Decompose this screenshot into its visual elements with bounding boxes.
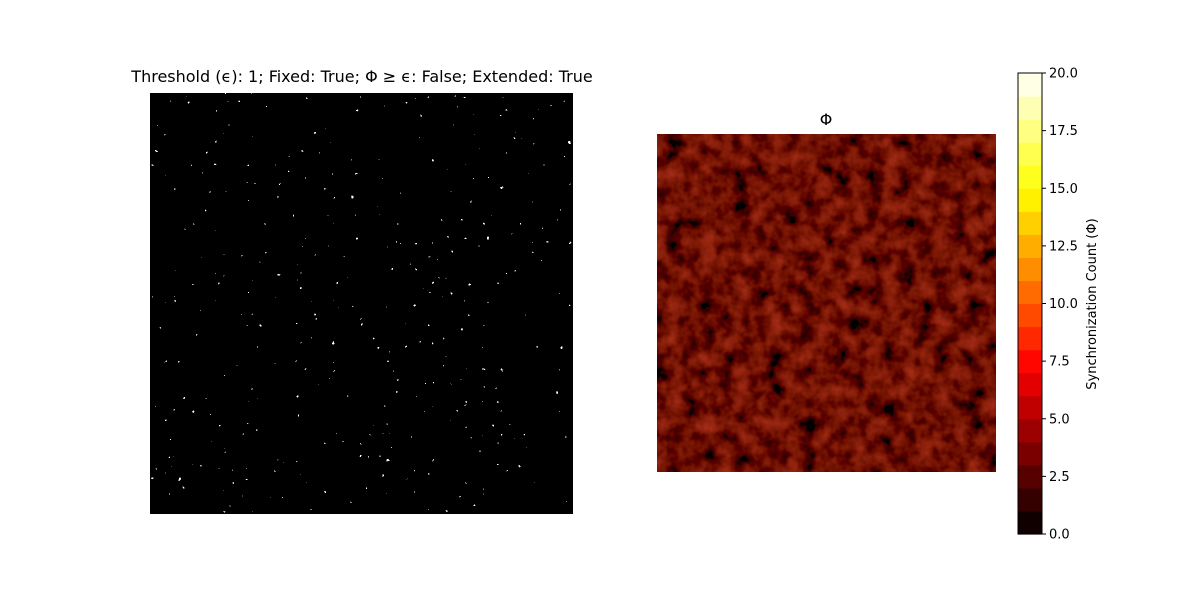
colorbar-level — [1018, 257, 1042, 282]
colorbar-level — [1018, 188, 1042, 212]
colorbar-tick-label: 17.5 — [1049, 124, 1078, 139]
colorbar-level — [1018, 487, 1042, 512]
colorbar-level — [1018, 234, 1042, 258]
phi-heatmap-cells — [657, 134, 996, 472]
colorbar-tick-label: 15.0 — [1049, 182, 1078, 197]
binary-heatmap — [150, 93, 573, 514]
colorbar-level — [1018, 119, 1042, 143]
colorbar-level — [1018, 326, 1042, 351]
colorbar-level — [1018, 395, 1042, 420]
colorbar-level — [1018, 510, 1042, 535]
colorbar-level — [1018, 464, 1042, 489]
colorbar-level — [1018, 96, 1042, 120]
binary-heatmap-cells — [150, 93, 573, 514]
colorbar-tick-label: 0.0 — [1049, 528, 1070, 543]
colorbar — [1017, 72, 1043, 535]
colorbar-level — [1018, 142, 1042, 166]
colorbar-level — [1018, 73, 1042, 97]
colorbar-level — [1018, 303, 1042, 328]
colorbar-tick-label: 20.0 — [1049, 67, 1078, 82]
colorbar-level — [1018, 372, 1042, 397]
colorbar-level — [1018, 349, 1042, 374]
phi-heatmap — [657, 134, 996, 472]
chart-title-threshold: Threshold (ϵ): 1; Fixed: True; Φ ≥ ϵ: Fa… — [130, 67, 592, 86]
colorbar-ticks: 0.0 2.5 5.0 7.5 10.0 12.5 15.0 17.5 20.0 — [1042, 67, 1078, 543]
colorbar-tick-label: 7.5 — [1049, 355, 1070, 370]
colorbar-tick-label: 2.5 — [1049, 470, 1070, 485]
colorbar-label: Synchronization Count (Φ) — [1085, 218, 1100, 389]
colorbar-level — [1018, 211, 1042, 235]
colorbar-tick-label: 10.0 — [1049, 297, 1078, 312]
colorbar-level — [1018, 418, 1042, 443]
colorbar-tick-label: 12.5 — [1049, 239, 1078, 254]
colorbar-level — [1018, 165, 1042, 189]
chart-title-phi: Φ — [820, 110, 833, 129]
colorbar-level — [1018, 441, 1042, 466]
colorbar-tick-label: 5.0 — [1049, 412, 1070, 427]
colorbar-level — [1018, 280, 1042, 305]
